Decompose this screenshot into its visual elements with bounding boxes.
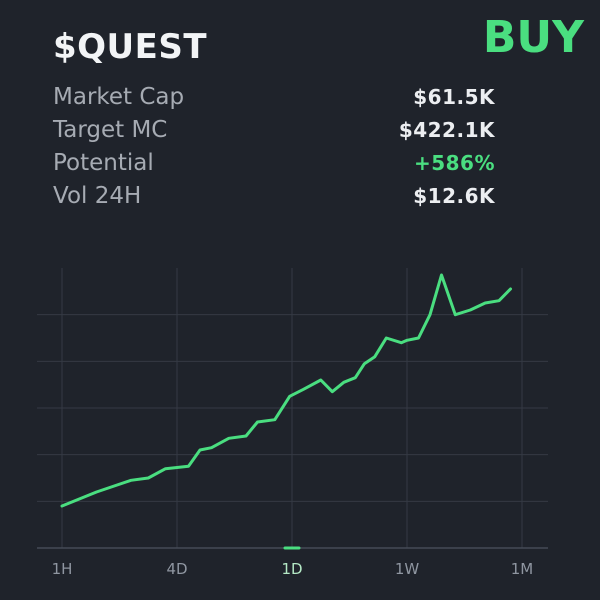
stat-value: $422.1K — [398, 117, 495, 142]
x-tick-label-1w: 1W — [395, 560, 420, 578]
x-tick-label-1d: 1D — [281, 560, 302, 578]
stat-row-target-mc: Target MC $422.1K — [53, 113, 495, 146]
stat-row-potential: Potential +586% — [53, 146, 495, 179]
x-tick-label-1m: 1M — [511, 560, 534, 578]
stat-label: Target MC — [53, 116, 168, 143]
stat-row-vol-24h: Vol 24H $12.6K — [53, 179, 495, 212]
stat-label: Vol 24H — [53, 182, 142, 209]
stat-row-market-cap: Market Cap $61.5K — [53, 80, 495, 113]
token-ticker: $QUEST — [53, 27, 208, 67]
x-tick-label-4d: 4D — [166, 560, 187, 578]
stat-value: $12.6K — [413, 183, 495, 208]
buy-button[interactable]: BUY — [482, 12, 584, 63]
stat-value: +586% — [413, 150, 495, 175]
stat-label: Market Cap — [53, 83, 185, 110]
stat-label: Potential — [53, 149, 154, 176]
x-tick-label-1h: 1H — [52, 560, 73, 578]
price-line — [60, 273, 512, 508]
stat-value: $61.5K — [413, 84, 495, 109]
stats-panel: Market Cap $61.5K Target MC $422.1K Pote… — [53, 80, 495, 212]
